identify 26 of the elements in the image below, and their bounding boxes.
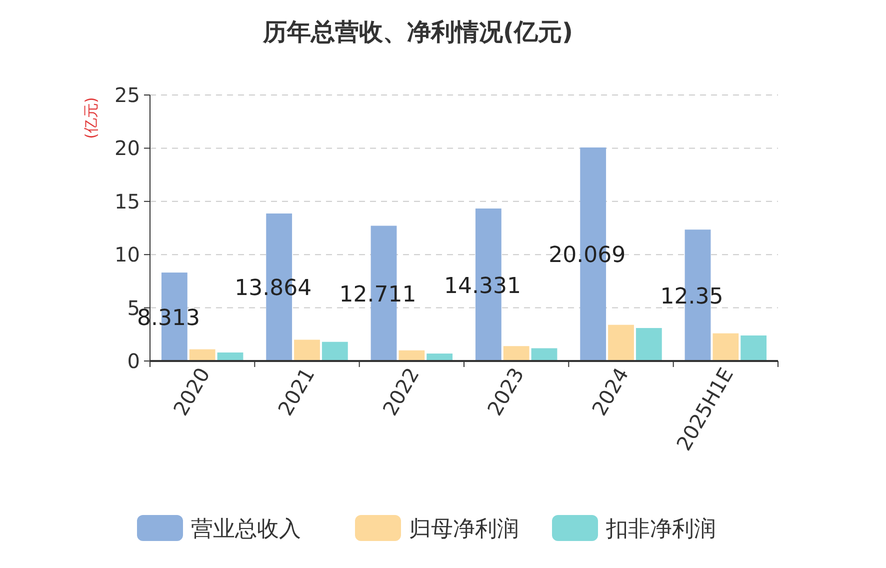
legend-label: 营业总收入 [191,517,301,542]
data-label: 12.35 [660,284,724,310]
bar [608,324,634,361]
y-tick-label: 0 [127,349,140,373]
data-label: 12.711 [339,282,416,308]
chart-title: 历年总营收、净利情况(亿元) [262,18,573,46]
bar [398,350,425,361]
legend-label: 扣非净利润 [605,517,716,542]
bar [503,346,530,361]
y-tick-label: 20 [114,136,140,160]
bar [322,342,348,361]
y-tick-label: 5 [127,296,140,320]
bar [531,348,558,361]
bar [294,340,320,361]
legend-label: 归母净利润 [409,517,519,542]
y-tick-label: 10 [114,242,140,267]
bar [740,335,767,361]
y-tick-label: 15 [114,189,140,214]
data-label: 20.069 [548,243,626,268]
bar [712,333,739,361]
data-label: 14.331 [444,274,521,299]
y-tick-label: 25 [114,83,140,107]
bar [636,328,662,361]
bar [189,349,216,361]
data-label: 13.864 [234,276,312,302]
y-axis-title: (亿元) [82,97,100,139]
